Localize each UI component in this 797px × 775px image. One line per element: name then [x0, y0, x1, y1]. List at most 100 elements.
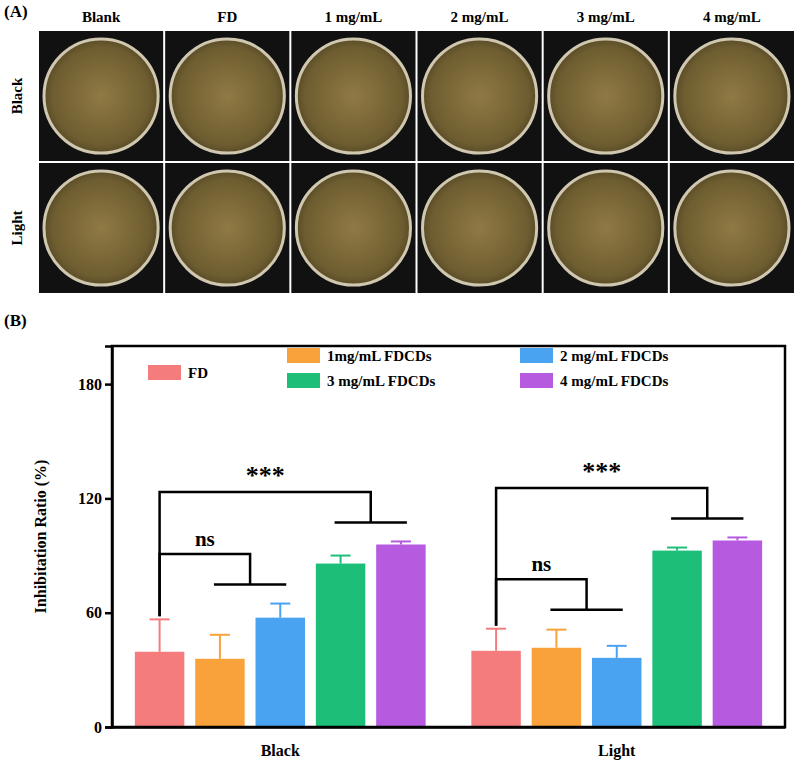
column-label: 4 mg/mL — [703, 9, 761, 25]
legend-label: 4 mg/mL FDCDs — [560, 373, 668, 389]
legend-label: 2 mg/mL FDCDs — [560, 348, 668, 364]
x-axis: Black Light — [113, 727, 786, 760]
significance-bracket — [496, 488, 743, 626]
plate-background — [544, 31, 668, 161]
error-bar — [219, 635, 221, 659]
error-cap — [486, 628, 506, 630]
y-tick: 60 — [86, 604, 112, 621]
error-cap — [667, 547, 687, 549]
column-label: FD — [217, 9, 237, 25]
panel-b: (B) 0 60 120 180 Black Light Inhibitation Ratio… — [4, 311, 786, 760]
column-label: 2 mg/mL — [451, 9, 509, 25]
petri-dish — [423, 39, 537, 153]
petri-dish — [296, 39, 410, 153]
plate-background — [418, 31, 542, 161]
y-axis-title: Inhibitation Ratio (%) — [32, 460, 50, 614]
error-cap — [150, 618, 170, 620]
x-tick: Black — [261, 727, 300, 759]
error-bar — [616, 646, 618, 658]
y-tick: 0 — [94, 719, 112, 736]
y-axis-line — [105, 347, 113, 728]
x-axis-line — [113, 726, 786, 729]
bar — [713, 541, 762, 727]
significance-label: ns — [195, 527, 215, 551]
x-tick: Light — [598, 727, 636, 760]
plate-background — [291, 163, 415, 293]
legend-swatch — [287, 348, 320, 363]
petri-dish — [170, 39, 284, 153]
error-bar — [159, 619, 161, 651]
legend-swatch — [287, 373, 320, 388]
plot-area — [135, 537, 762, 727]
y-tick-label: 180 — [78, 376, 102, 393]
x-tick-label: Light — [598, 742, 636, 760]
bar — [376, 545, 425, 727]
plate-background — [165, 163, 289, 293]
plate-background — [291, 31, 415, 161]
significance-label: *** — [246, 461, 285, 490]
bar — [316, 564, 365, 727]
y-tick-label: 0 — [94, 719, 102, 736]
bar — [135, 652, 184, 727]
plate-background — [670, 31, 794, 161]
bar — [195, 659, 244, 727]
plate-background — [39, 31, 163, 161]
petri-dish — [296, 171, 410, 285]
error-bar — [279, 604, 281, 618]
significance-bracket — [160, 554, 287, 616]
y-tick-label: 120 — [78, 490, 102, 507]
petri-dish — [549, 39, 663, 153]
error-cap — [391, 540, 411, 542]
column-label: Blank — [82, 9, 121, 25]
plate-background — [39, 163, 163, 293]
legend-swatch — [148, 365, 181, 380]
legend-label: FD — [188, 365, 208, 381]
bar — [256, 618, 305, 727]
petri-dish — [423, 171, 537, 285]
y-tick-mark — [105, 498, 112, 501]
y-tick: 180 — [78, 376, 112, 393]
error-cap — [546, 629, 566, 631]
significance-bracket — [496, 579, 623, 626]
petri-dish — [44, 171, 158, 285]
legend: FD1mg/mL FDCDs2 mg/mL FDCDs3 mg/mL FDCDs… — [148, 348, 668, 389]
panel-a: (A)BlankFD1 mg/mL2 mg/mL3 mg/mL4 mg/mLBl… — [4, 2, 794, 293]
error-cap — [210, 634, 230, 636]
panel-label: (B) — [4, 311, 27, 330]
legend-swatch — [520, 348, 553, 363]
panel-label: (A) — [4, 2, 28, 21]
row-label: Light — [9, 210, 25, 245]
y-tick-mark — [105, 383, 112, 386]
error-bar — [340, 556, 342, 564]
petri-dish — [675, 171, 789, 285]
row-label: Black — [9, 77, 25, 114]
legend-swatch — [520, 373, 553, 388]
error-cap — [727, 536, 747, 538]
y-tick: 120 — [78, 490, 112, 507]
bar — [592, 658, 641, 727]
bar — [471, 651, 520, 727]
y-tick-label: 60 — [86, 604, 102, 621]
error-cap — [607, 645, 627, 647]
figure: (A)BlankFD1 mg/mL2 mg/mL3 mg/mL4 mg/mLBl… — [0, 0, 797, 775]
bar — [532, 648, 581, 727]
bar — [652, 551, 701, 727]
y-axis: 0 60 120 180 — [78, 347, 113, 736]
legend-label: 3 mg/mL FDCDs — [327, 373, 435, 389]
significance-label: *** — [582, 457, 621, 486]
petri-dish — [170, 171, 284, 285]
plate-background — [670, 163, 794, 293]
y-tick-mark — [105, 726, 112, 729]
plot-frame — [112, 346, 785, 727]
plate-background — [418, 163, 542, 293]
significance-bracket — [160, 492, 407, 616]
plate-background — [165, 31, 289, 161]
error-cap — [270, 603, 290, 605]
error-cap — [331, 555, 351, 557]
plate-background — [544, 163, 668, 293]
column-label: 3 mg/mL — [577, 9, 635, 25]
petri-dish — [44, 39, 158, 153]
y-tick-mark — [105, 612, 112, 615]
petri-dish — [675, 39, 789, 153]
error-bar — [495, 629, 497, 651]
